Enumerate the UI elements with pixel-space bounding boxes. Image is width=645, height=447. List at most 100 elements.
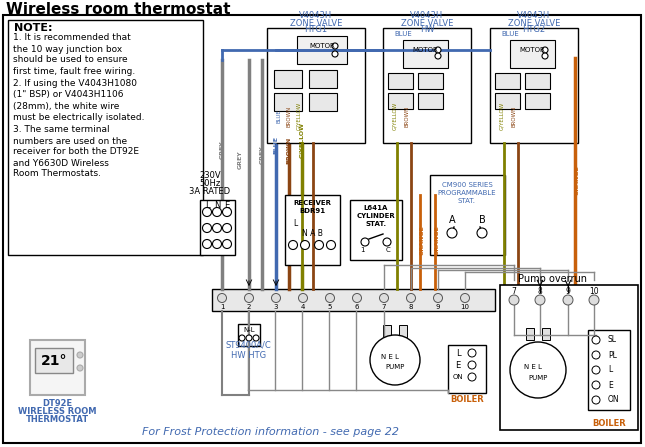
Text: PUMP: PUMP	[385, 364, 404, 370]
Text: RECEIVER: RECEIVER	[293, 200, 331, 206]
Text: 8: 8	[538, 287, 542, 296]
Text: MOTOR: MOTOR	[519, 47, 545, 53]
Circle shape	[299, 294, 308, 303]
Text: DT92E: DT92E	[42, 398, 72, 408]
Text: N A B: N A B	[302, 228, 322, 237]
Bar	[285, 195, 340, 265]
Bar	[418, 73, 443, 89]
Bar	[30, 340, 85, 395]
Circle shape	[563, 295, 573, 305]
Text: the 10 way junction box: the 10 way junction box	[13, 45, 123, 54]
Text: E: E	[224, 201, 230, 210]
Text: ZONE VALVE: ZONE VALVE	[290, 18, 342, 28]
Text: 230V: 230V	[199, 170, 221, 180]
Text: BLUE: BLUE	[501, 31, 519, 37]
Text: L641A: L641A	[364, 205, 388, 211]
Text: C: C	[386, 247, 390, 253]
Circle shape	[212, 224, 221, 232]
Circle shape	[332, 43, 338, 49]
Bar	[500, 285, 638, 430]
Text: NOTE:: NOTE:	[14, 23, 52, 33]
Circle shape	[353, 294, 361, 303]
Circle shape	[592, 381, 600, 389]
Text: G/YELLOW: G/YELLOW	[299, 122, 304, 158]
Bar	[200, 200, 235, 255]
Text: E: E	[608, 380, 613, 389]
Circle shape	[468, 373, 476, 381]
Bar	[212, 289, 495, 311]
Text: L: L	[204, 201, 210, 210]
Text: 9: 9	[566, 287, 570, 296]
Bar	[510, 40, 555, 68]
Bar	[350, 200, 402, 260]
Circle shape	[477, 228, 487, 238]
Text: 5: 5	[328, 304, 332, 310]
Text: 8: 8	[409, 304, 413, 310]
Text: ST9400A/C: ST9400A/C	[226, 341, 272, 350]
Bar	[418, 93, 443, 109]
Text: B: B	[479, 215, 486, 225]
Circle shape	[77, 352, 83, 358]
Text: ON: ON	[453, 374, 463, 380]
Text: ON: ON	[608, 396, 620, 405]
Text: ZONE VALVE: ZONE VALVE	[401, 18, 453, 28]
Text: N: N	[213, 201, 220, 210]
Text: 1: 1	[360, 247, 364, 253]
Circle shape	[433, 294, 442, 303]
Text: 2. If using the V4043H1080: 2. If using the V4043H1080	[13, 80, 137, 89]
Text: ORANGE: ORANGE	[435, 225, 439, 255]
Text: ZONE VALVE: ZONE VALVE	[508, 18, 561, 28]
Bar	[399, 325, 407, 337]
Text: BLUE: BLUE	[277, 109, 281, 123]
Circle shape	[406, 294, 415, 303]
Circle shape	[223, 224, 232, 232]
Text: STAT.: STAT.	[458, 198, 476, 204]
Circle shape	[77, 365, 83, 371]
Text: For Frost Protection information - see page 22: For Frost Protection information - see p…	[141, 427, 399, 437]
Bar	[403, 40, 448, 68]
Circle shape	[592, 396, 600, 404]
Text: PUMP: PUMP	[528, 375, 548, 381]
Text: PROGRAMMABLE: PROGRAMMABLE	[438, 190, 496, 196]
Circle shape	[461, 294, 470, 303]
Text: Wireless room thermostat: Wireless room thermostat	[6, 3, 230, 17]
Circle shape	[203, 224, 212, 232]
Text: 21°: 21°	[41, 354, 67, 368]
Circle shape	[326, 294, 335, 303]
Circle shape	[288, 240, 297, 249]
Circle shape	[361, 238, 369, 246]
Text: CYLINDER: CYLINDER	[357, 213, 395, 219]
Text: MOTOR: MOTOR	[309, 43, 335, 49]
Text: 10: 10	[461, 304, 470, 310]
Bar	[388, 73, 413, 89]
Text: HW: HW	[420, 25, 434, 34]
Bar	[8, 20, 203, 255]
Circle shape	[468, 349, 476, 357]
Text: 1: 1	[220, 304, 224, 310]
Text: BDR91: BDR91	[299, 208, 325, 214]
Circle shape	[246, 335, 252, 341]
Circle shape	[447, 228, 457, 238]
Text: 3A RATED: 3A RATED	[190, 186, 230, 195]
Text: GREY: GREY	[259, 146, 264, 164]
Circle shape	[212, 207, 221, 216]
Text: STAT.: STAT.	[366, 221, 386, 227]
Circle shape	[468, 361, 476, 369]
Text: BLUE: BLUE	[394, 31, 412, 37]
Text: 1. It is recommended that: 1. It is recommended that	[13, 34, 131, 42]
Text: HW HTG: HW HTG	[232, 350, 266, 359]
Text: L: L	[455, 349, 461, 358]
Circle shape	[589, 295, 599, 305]
Text: 50Hz: 50Hz	[199, 178, 221, 187]
Circle shape	[239, 335, 245, 341]
Bar	[430, 175, 505, 255]
Bar	[495, 73, 520, 89]
Text: BROWN: BROWN	[286, 105, 292, 127]
Text: HTG2: HTG2	[522, 25, 546, 34]
Circle shape	[383, 238, 391, 246]
Text: should be used to ensure: should be used to ensure	[13, 55, 128, 64]
Bar	[309, 70, 337, 88]
Text: E: E	[455, 360, 461, 370]
Circle shape	[253, 335, 259, 341]
Bar	[542, 328, 550, 340]
